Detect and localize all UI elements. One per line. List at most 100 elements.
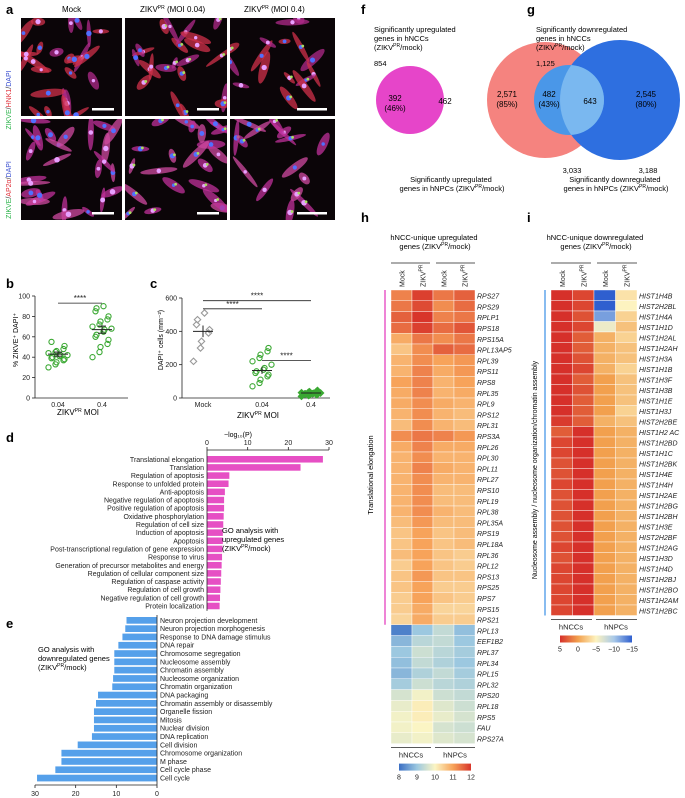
heatmap-cell: [572, 394, 595, 406]
heatmap-cell: [411, 419, 434, 431]
heatmap-cell: [550, 447, 573, 459]
e-category-label: Nucleosome organization: [160, 676, 239, 683]
heatmap-cell: [411, 570, 434, 582]
e-category-label: Chromosome segregation: [160, 651, 241, 658]
e-bar: [93, 708, 157, 715]
heatmap-cell: [432, 700, 455, 712]
h-group-label: hNCCs: [399, 751, 423, 760]
heatmap-cell: [593, 510, 616, 522]
heatmap-row-label: HIST1H4B: [639, 293, 673, 300]
heatmap-row-label: HIST1H1B: [639, 367, 673, 374]
c-point: [204, 329, 213, 337]
e-bar: [55, 766, 158, 774]
d-category-label: Translation: [170, 465, 204, 472]
heatmap-cell: [432, 322, 455, 334]
heatmap-cell: [432, 678, 455, 690]
heatmap-row-label: HIST1H2AM: [639, 598, 678, 605]
heatmap-cell: [615, 520, 638, 532]
heatmap-cell: [390, 354, 413, 366]
heatmap-cell: [593, 447, 616, 459]
heatmap-cell: [411, 538, 434, 550]
d-bar: [207, 553, 223, 561]
heatmap-cell: [550, 352, 573, 364]
row-label-part: DAPI: [6, 161, 13, 177]
heatmap-cell: [432, 376, 455, 388]
heatmap-cell: [593, 310, 616, 322]
b-point: [60, 345, 67, 353]
heatmap-cell: [593, 468, 616, 480]
heatmap-cell: [572, 457, 595, 469]
heatmap-cell: [615, 541, 638, 553]
heatmap-cell: [550, 594, 573, 606]
heatmap-row-label: HIST1H2BK: [639, 461, 677, 468]
heatmap-cell: [615, 363, 638, 375]
i-scale-tick: 0: [576, 647, 580, 654]
heatmap-row-label: RPS5: [477, 715, 495, 722]
e-category-label: Nucleosome assembly: [160, 659, 231, 666]
heatmap-cell: [572, 468, 595, 480]
heatmap-row-label: RPL32: [477, 682, 499, 689]
heatmap-cell: [432, 581, 455, 593]
heatmap-cell: [550, 300, 573, 312]
heatmap-cell: [550, 457, 573, 469]
heatmap-cell: [593, 363, 616, 375]
heatmap-row-label: HIST1H1E: [639, 398, 673, 405]
heatmap-cell: [615, 573, 638, 585]
e-category-label: Cell division: [160, 742, 197, 749]
heatmap-cell: [572, 436, 595, 448]
e-bar: [118, 641, 157, 649]
heatmap-cell: [390, 700, 413, 712]
heatmap-row-label: RPL15: [477, 672, 499, 679]
b-point: [64, 352, 71, 359]
heatmap-row-label: RPLP1: [477, 315, 499, 322]
heatmap-cell: [390, 343, 413, 356]
heatmap-row-label: HIST1H2 AC: [639, 430, 680, 437]
heatmap-cell: [411, 462, 434, 474]
venn-g-right: [560, 40, 680, 160]
c-point: [249, 383, 256, 390]
e-xtick-label: 20: [72, 791, 80, 798]
d-category-label: Oxidative phosphorylation: [123, 514, 204, 521]
heatmap-cell: [593, 520, 616, 532]
d-category-label: Response to virus: [148, 555, 205, 562]
heatmap-cell: [390, 408, 413, 420]
c-point: [257, 376, 264, 383]
i-scale-tick: −10: [608, 647, 620, 654]
heatmap-cell: [550, 468, 573, 480]
e-category-label: DNA repair: [160, 643, 195, 650]
h-scale-tick: 12: [467, 775, 475, 782]
heatmap-cell: [432, 711, 455, 723]
heatmap-row-label: HIST2H2BF: [639, 535, 677, 542]
heatmap-cell: [411, 667, 434, 680]
heatmap-cell: [550, 289, 573, 301]
b-point: [100, 303, 107, 310]
heatmap-cell: [432, 505, 455, 518]
heatmap-cell: [572, 289, 595, 301]
heatmap-cell: [572, 562, 595, 574]
heatmap-row-label: RPL19: [477, 499, 499, 506]
heatmap-cell: [572, 384, 595, 396]
heatmap-cell: [432, 667, 455, 680]
e-category-label: M phase: [160, 759, 187, 766]
venn-g-overlap: [560, 65, 604, 135]
heatmap-cell: [432, 408, 455, 420]
heatmap-cell: [390, 592, 413, 604]
heatmap-cell: [390, 441, 413, 453]
heatmap-cell: [550, 489, 573, 501]
d-category-label: Negative regulation of apoptosis: [104, 498, 205, 505]
heatmap-row-label: RPL34: [477, 661, 499, 668]
b-point: [45, 364, 52, 371]
heatmap-cell: [453, 711, 476, 723]
panel-h: h hNCC-unique upregulated genes (ZIKVPR/…: [361, 210, 512, 782]
heatmap-row-label: RPS27A: [477, 736, 504, 743]
heatmap-row-label: RPS29: [477, 304, 499, 311]
header-mock: Mock: [62, 5, 82, 14]
d-bar: [207, 513, 224, 520]
b-point: [45, 349, 52, 357]
micrograph-image: [21, 119, 122, 220]
heatmap-cell: [432, 635, 455, 647]
heatmap-cell: [572, 520, 595, 532]
heatmap-row-label: HIST1H3A: [639, 356, 673, 363]
heatmap-row-label: RPL39: [477, 358, 499, 365]
e-category-label: DNA packaging: [160, 693, 208, 700]
